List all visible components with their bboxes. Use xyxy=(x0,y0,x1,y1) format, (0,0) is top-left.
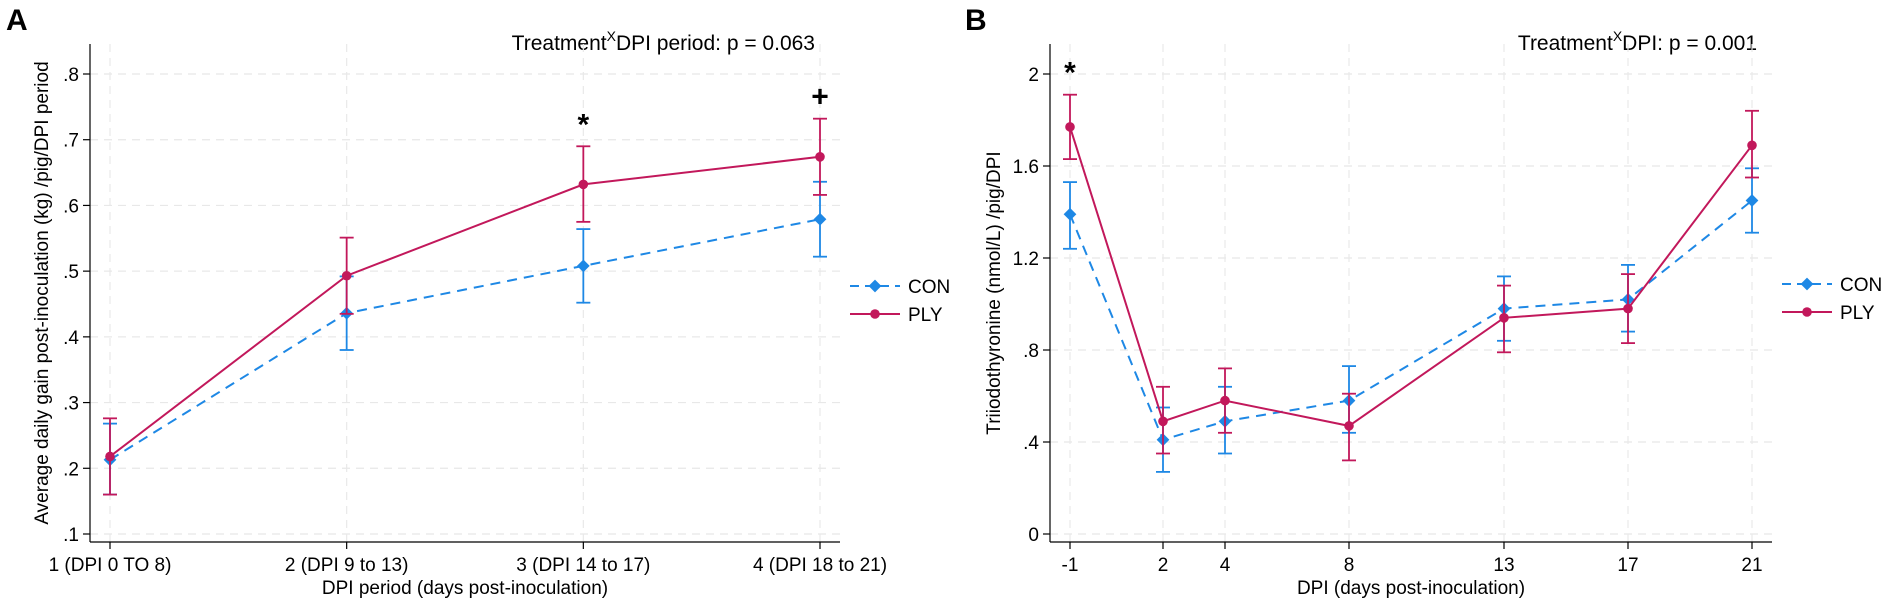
panel-b-ply-marker xyxy=(1065,122,1075,132)
panel-a: A TreatmentXDPI period: p = 0.063 .1 .2 .3… xyxy=(6,4,950,599)
panel-a-y-tick-label: .7 xyxy=(63,131,79,152)
panel-a-legend-item-ply: PLY xyxy=(850,305,943,326)
panel-b-legend-label-ply: PLY xyxy=(1840,303,1875,324)
panel-a-significance-marker: + xyxy=(811,81,829,114)
panel-a-con-marker xyxy=(813,212,827,226)
panel-a-y-tick-label: .6 xyxy=(63,196,79,217)
panel-a-y-axis-title: Average daily gain post-inoculation (kg)… xyxy=(32,61,53,524)
panel-b-y-tick-label: 2 xyxy=(1028,65,1039,86)
panel-b-legend-marker-ply xyxy=(1802,307,1812,317)
panel-b-y-axis-title: Triiodothyronine (nmol/L) /pig/DPI xyxy=(984,151,1005,434)
panel-a-legend: CON PLY xyxy=(850,277,950,326)
panel-b: B TreatmentXDPI: p = 0.001 0 .4 .8 1.2 1.6 2 -… xyxy=(965,4,1882,599)
panel-a-y-tick-label: .4 xyxy=(63,328,79,349)
panel-a-x-tick-label: 4 (DPI 18 to 21) xyxy=(753,555,887,576)
panel-b-ply-marker xyxy=(1220,395,1230,406)
panel-a-label: A xyxy=(6,4,28,37)
panel-b-significance-marker: * xyxy=(1064,57,1076,90)
panel-b-ply-marker xyxy=(1344,421,1354,431)
panel-b-x-tick-label: 13 xyxy=(1493,555,1514,576)
panel-a-x-tick-label: 1 (DPI 0 TO 8) xyxy=(49,555,172,576)
panel-b-ply-marker xyxy=(1499,313,1509,323)
panel-b-x-tick-label: 8 xyxy=(1344,555,1355,576)
panel-b-con-line xyxy=(1069,199,1753,441)
panel-a-ply-marker xyxy=(815,152,825,162)
panel-a-gridlines xyxy=(90,44,840,542)
panel-a-y-tick-label: .5 xyxy=(63,262,79,283)
panel-b-interaction-p-value: TreatmentXDPI: p = 0.001 xyxy=(1518,28,1757,55)
panel-a-ply-series xyxy=(103,117,827,496)
panel-b-x-tick-label: 17 xyxy=(1617,555,1638,576)
panel-b-x-tick-label: 4 xyxy=(1220,555,1231,576)
panel-a-legend-marker-ply xyxy=(870,309,880,319)
panel-a-legend-marker-con xyxy=(868,279,882,293)
panel-b-con-marker xyxy=(1063,207,1077,221)
panel-b-ply-marker xyxy=(1747,140,1757,151)
panel-a-y-tick-label: .3 xyxy=(63,394,79,415)
panel-a-legend-label-con: CON xyxy=(908,277,950,298)
panel-b-y-tick-label: 0 xyxy=(1028,525,1039,546)
panel-b-legend-marker-con xyxy=(1800,277,1814,291)
panel-b-ply-marker xyxy=(1158,416,1168,427)
panel-b-legend-item-ply: PLY xyxy=(1782,303,1875,324)
panel-a-ply-marker xyxy=(341,270,352,281)
panel-a-y-tick-label: .8 xyxy=(63,65,79,86)
panel-b-x-tick-label: 21 xyxy=(1741,555,1762,576)
panel-b-label: B xyxy=(965,4,987,37)
panel-b-con-series xyxy=(1063,167,1759,473)
panel-b-y-tick-label: 1.6 xyxy=(1013,157,1039,178)
panel-a-significance-marker: * xyxy=(577,108,589,141)
panel-b-gridlines xyxy=(1050,44,1772,542)
panel-b-y-tick-label: .8 xyxy=(1023,341,1039,362)
panel-a-con-series xyxy=(103,180,827,496)
panel-b-legend-label-con: CON xyxy=(1840,275,1882,296)
panel-a-y-tick-label: .2 xyxy=(63,459,79,480)
panel-b-y-tick-label: 1.2 xyxy=(1013,249,1039,270)
panel-a-ply-marker xyxy=(578,179,589,190)
panel-b-x-tick-label: 2 xyxy=(1158,555,1169,576)
panel-a-legend-item-con: CON xyxy=(850,277,950,298)
panel-a-x-axis-title: DPI period (days post-inoculation) xyxy=(322,578,608,599)
panel-b-y-tick-label: .4 xyxy=(1023,433,1039,454)
panel-a-ply-marker xyxy=(105,451,115,462)
panel-b-ply-line xyxy=(1069,126,1753,427)
panel-a-con-marker xyxy=(576,259,590,273)
panel-b-x-axis-title: DPI (days post-inoculation) xyxy=(1297,578,1525,599)
panel-b-ply-marker xyxy=(1623,303,1633,314)
panel-a-interaction-p-value: TreatmentXDPI period: p = 0.063 xyxy=(512,28,815,55)
panel-a-x-tick-label: 3 (DPI 14 to 17) xyxy=(516,555,650,576)
panel-b-x-tick-label: -1 xyxy=(1062,555,1079,576)
panel-a-ply-line xyxy=(109,155,821,458)
panel-a-y-tick-label: .1 xyxy=(63,525,79,546)
panel-b-legend: CON PLY xyxy=(1782,275,1882,324)
panel-a-legend-label-ply: PLY xyxy=(908,305,943,326)
panel-a-x-tick-label: 2 (DPI 9 to 13) xyxy=(285,555,409,576)
panel-b-legend-item-con: CON xyxy=(1782,275,1882,296)
panel-a-con-line xyxy=(109,218,821,461)
panel-b-ply-series xyxy=(1063,93,1759,462)
